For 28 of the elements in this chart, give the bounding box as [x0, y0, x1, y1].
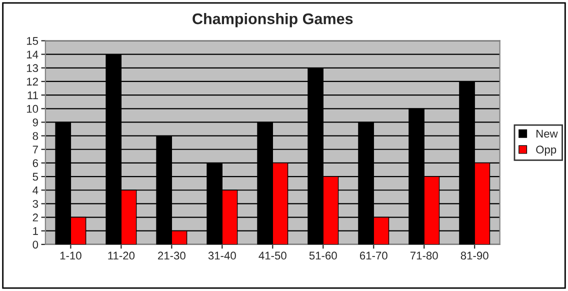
y-tick-label: 7	[32, 146, 38, 154]
legend-label: Opp	[536, 146, 556, 156]
x-tick-label: 71-80	[410, 252, 438, 260]
x-tick-label: 21-30	[158, 252, 186, 260]
x-tick-label: 1-10	[60, 252, 82, 260]
x-tick-label: 41-50	[258, 252, 286, 260]
y-tick-label: 11	[28, 91, 38, 100]
x-tick-label: 31-40	[208, 252, 236, 260]
y-tick-label: 13	[26, 64, 38, 72]
y-tick-label: 2	[32, 214, 38, 222]
y-tick-label: 15	[26, 37, 38, 45]
y-tick-label: 1	[33, 227, 38, 235]
y-tick-label: 3	[32, 200, 38, 208]
y-tick-label: 5	[32, 172, 38, 181]
x-tick-label: 61-70	[360, 252, 388, 260]
y-tick-label: 6	[32, 159, 38, 168]
y-tick-label: 10	[26, 104, 38, 113]
chart-title: Championship Games	[192, 13, 353, 28]
x-tick-label: 51-60	[309, 252, 337, 260]
y-tick-label: 14	[26, 50, 38, 58]
y-tick-label: 9	[32, 118, 38, 126]
y-tick-label: 4	[32, 186, 38, 194]
legend-label: New	[536, 130, 558, 138]
x-tick-label: 81-90	[460, 252, 488, 260]
y-tick-label: 8	[32, 132, 38, 140]
y-tick-label: 0	[32, 240, 38, 249]
y-tick-label: 12	[26, 78, 38, 86]
x-tick-label: 11-20	[108, 252, 135, 260]
